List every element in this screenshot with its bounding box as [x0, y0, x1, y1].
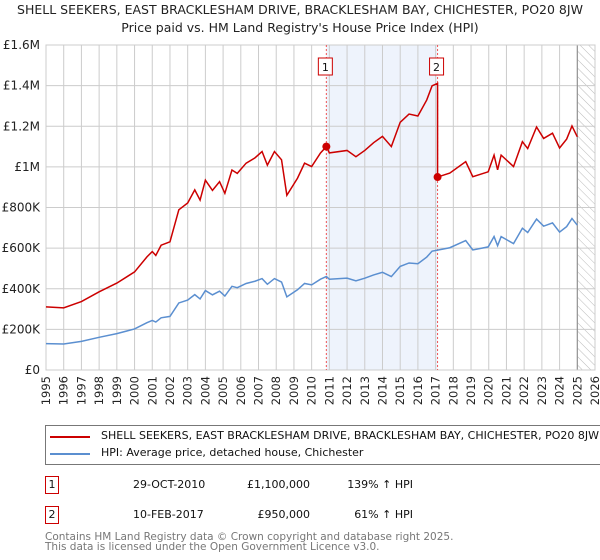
x-tick-label: 1995 [39, 376, 53, 405]
x-tick-label: 2013 [358, 376, 372, 405]
x-tick-label: 2004 [198, 376, 212, 405]
y-tick-label: £200K [2, 322, 42, 336]
footer-attribution: Contains HM Land Registry data © Crown c… [45, 531, 454, 553]
x-tick-label: 2009 [287, 376, 301, 405]
x-tick-label: 2003 [181, 376, 195, 405]
x-tick-label: 2008 [269, 376, 283, 405]
legend-label-hpi: HPI: Average price, detached house, Chic… [101, 446, 364, 459]
x-tick-label: 2012 [340, 376, 354, 405]
y-tick-label: £0 [25, 363, 40, 377]
x-tick-label: 2023 [535, 376, 549, 405]
sale-label: 1 [322, 61, 329, 74]
x-tick-label: 2016 [411, 376, 425, 405]
y-tick-label: £800K [2, 201, 42, 215]
sale-marker-badge: 2 [45, 506, 59, 524]
legend-label-property: SHELL SEEKERS, EAST BRACKLESHAM DRIVE, B… [101, 429, 600, 442]
y-tick-label: £1.2M [3, 119, 40, 133]
x-tick-label: 2021 [499, 376, 513, 405]
x-tick-label: 2014 [375, 376, 389, 405]
sale-point [322, 142, 331, 151]
legend: SHELL SEEKERS, EAST BRACKLESHAM DRIVE, B… [45, 425, 600, 465]
footer-line-1: Contains HM Land Registry data © Crown c… [45, 531, 454, 543]
x-tick-label: 2000 [128, 376, 142, 405]
x-tick-label: 2022 [517, 376, 531, 405]
y-tick-label: £1.6M [3, 38, 40, 52]
x-tick-label: 2024 [553, 376, 567, 405]
x-tick-label: 1998 [92, 376, 106, 405]
x-tick-label: 2026 [588, 376, 600, 405]
y-tick-label: £1.4M [3, 79, 40, 93]
x-tick-label: 2020 [482, 376, 496, 405]
sale-point [433, 173, 442, 182]
sale-hpi-change: 61% ↑ HPI [354, 508, 413, 521]
x-tick-label: 2001 [145, 376, 159, 405]
x-tick-label: 2018 [446, 376, 460, 405]
x-tick-label: 1997 [74, 376, 88, 405]
sale-hpi-change: 139% ↑ HPI [347, 478, 413, 491]
sale-label-box [429, 57, 445, 76]
sale-label-box [317, 57, 333, 76]
chart-subtitle: Price paid vs. HM Land Registry's House … [121, 20, 479, 35]
sale-price: £950,000 [257, 508, 311, 521]
x-tick-label: 2006 [234, 376, 248, 405]
y-tick-label: £400K [2, 282, 42, 296]
price-chart: 1995 1996 1997 1998 1999 2000 2001 2002 2003 2004… [2, 38, 600, 405]
x-tick-label: 2010 [305, 376, 319, 405]
chart-title: SHELL SEEKERS, EAST BRACKLESHAM DRIVE, B… [17, 2, 583, 17]
x-tick-label: 2011 [322, 376, 336, 405]
sale-date: 10-FEB-2017 [133, 508, 204, 521]
legend-swatch-hpi [50, 453, 90, 455]
x-tick-label: 2007 [252, 376, 266, 405]
sale-price: £1,100,000 [247, 478, 310, 491]
sale-label: 2 [433, 61, 440, 74]
legend-swatch-property [50, 436, 90, 438]
plot-border [45, 44, 596, 371]
x-tick-label: 2019 [464, 376, 478, 405]
x-tick-label: 2017 [429, 376, 443, 405]
x-tick-label: 1996 [57, 376, 71, 405]
sale-marker-badge: 1 [45, 476, 59, 494]
hpi-series-line [45, 217, 578, 345]
y-tick-label: £1M [14, 160, 40, 174]
footer-line-2: This data is licensed under the Open Gov… [45, 541, 380, 553]
x-tick-label: 2025 [570, 376, 584, 405]
y-tick-label: £600K [2, 241, 42, 255]
x-tick-label: 2002 [163, 376, 177, 405]
sale-date: 29-OCT-2010 [133, 478, 206, 491]
x-tick-label: 2015 [393, 376, 407, 405]
x-tick-label: 2005 [216, 376, 230, 405]
property-series-line [45, 82, 578, 309]
x-tick-label: 1999 [110, 376, 124, 405]
